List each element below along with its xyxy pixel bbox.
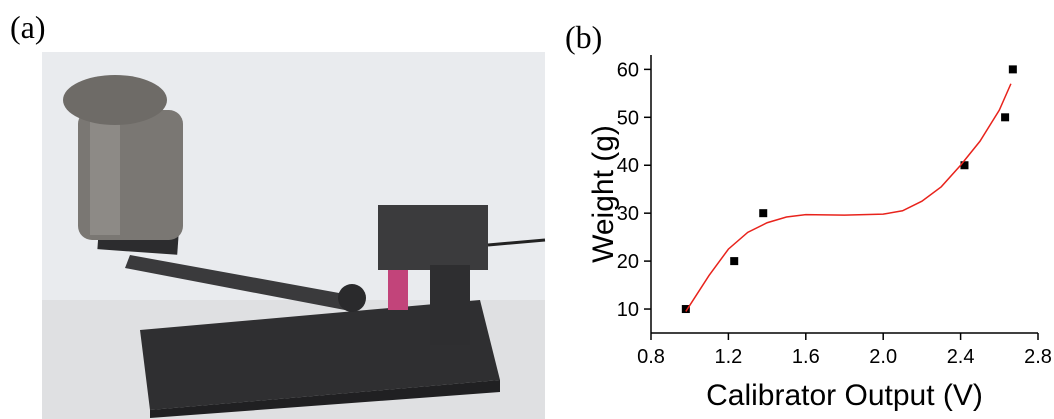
- data-point: [759, 209, 767, 217]
- y-tick-label: 30: [617, 203, 639, 225]
- figure: (a) (b) 0.8 1.2 1.6 2.0 2.4 2.8 10 20 30 40 50 60 Ca…: [0, 0, 1054, 419]
- photo: [42, 52, 545, 419]
- x-tick-label: 1.6: [792, 346, 820, 368]
- x-tick-label: 2.4: [947, 346, 975, 368]
- y-axis-label: Weight (g): [587, 125, 620, 263]
- y-tick-label: 10: [617, 299, 639, 321]
- y-tick-label: 20: [617, 251, 639, 273]
- panel-label: (a): [10, 9, 46, 45]
- fit-line: [686, 84, 1011, 312]
- x-tick-label: 2.0: [869, 346, 897, 368]
- panel-label: (b): [565, 19, 602, 55]
- x-axis-label: Calibrator Output (V): [706, 379, 983, 412]
- x-tick-label: 0.8: [637, 346, 665, 368]
- data-point: [960, 161, 968, 169]
- data-point: [1009, 65, 1017, 73]
- data-point: [730, 257, 738, 265]
- y-tick-label: 50: [617, 107, 639, 129]
- data-point: [1001, 113, 1009, 121]
- x-tick-label: 1.2: [714, 346, 742, 368]
- y-tick-label: 60: [617, 59, 639, 81]
- x-tick-label: 2.8: [1024, 346, 1052, 368]
- y-tick-label: 40: [617, 155, 639, 177]
